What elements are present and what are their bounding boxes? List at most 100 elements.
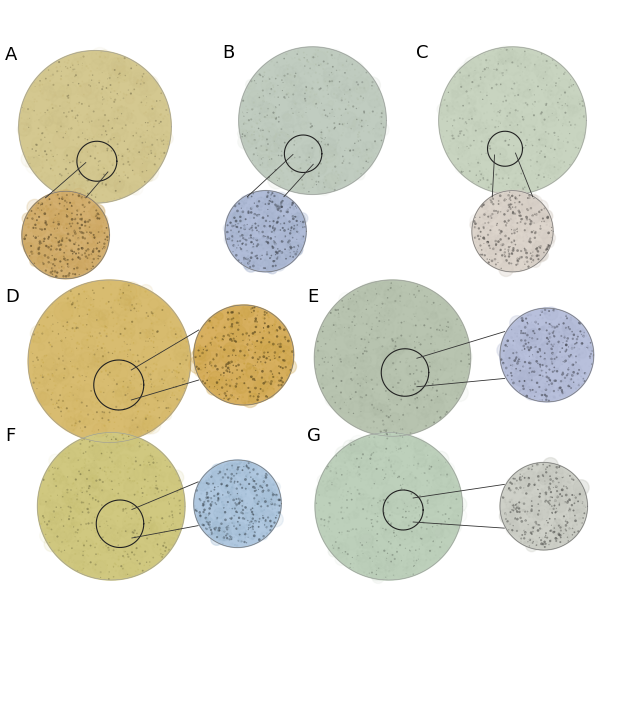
- Point: [449, 481, 459, 493]
- Point: [144, 148, 154, 160]
- Point: [216, 493, 226, 505]
- Point: [535, 148, 545, 159]
- Point: [294, 233, 304, 244]
- Point: [111, 370, 121, 381]
- Circle shape: [64, 146, 78, 160]
- Point: [42, 219, 52, 230]
- Point: [111, 55, 121, 66]
- Circle shape: [86, 217, 101, 232]
- Point: [342, 54, 352, 65]
- Circle shape: [555, 490, 569, 504]
- Point: [84, 498, 94, 510]
- Point: [246, 471, 256, 483]
- Point: [96, 324, 106, 336]
- Point: [104, 346, 114, 358]
- Point: [24, 121, 34, 133]
- Point: [453, 510, 463, 521]
- Point: [235, 462, 245, 474]
- Point: [251, 161, 261, 173]
- Point: [142, 141, 152, 153]
- Point: [416, 538, 426, 550]
- Point: [538, 119, 548, 131]
- Point: [123, 452, 133, 464]
- Point: [311, 347, 321, 359]
- Point: [524, 244, 534, 255]
- Point: [270, 493, 280, 504]
- Point: [333, 378, 343, 389]
- Point: [239, 354, 249, 366]
- Point: [519, 243, 529, 254]
- Point: [339, 491, 349, 502]
- Point: [354, 533, 364, 545]
- Point: [533, 358, 543, 369]
- Point: [151, 530, 161, 541]
- Circle shape: [264, 522, 269, 527]
- Point: [430, 450, 440, 462]
- Point: [506, 103, 516, 114]
- Point: [345, 466, 355, 478]
- Point: [324, 483, 334, 494]
- Point: [133, 435, 143, 447]
- Point: [56, 219, 66, 230]
- Point: [210, 517, 220, 528]
- Point: [534, 473, 544, 484]
- Point: [523, 474, 533, 485]
- Point: [338, 160, 348, 172]
- Circle shape: [209, 371, 222, 386]
- Point: [582, 342, 592, 353]
- Point: [211, 348, 221, 359]
- Circle shape: [158, 152, 164, 158]
- Point: [276, 146, 286, 157]
- Point: [539, 203, 549, 214]
- Point: [102, 234, 112, 246]
- Point: [248, 508, 258, 520]
- Circle shape: [542, 214, 549, 222]
- Point: [371, 550, 381, 562]
- Point: [141, 307, 151, 319]
- Circle shape: [404, 404, 414, 413]
- Point: [56, 370, 66, 381]
- Point: [239, 220, 249, 231]
- Point: [289, 220, 299, 231]
- Point: [64, 513, 74, 525]
- Circle shape: [269, 322, 287, 340]
- Point: [519, 492, 529, 503]
- Point: [102, 73, 112, 84]
- Point: [257, 248, 267, 260]
- Point: [21, 229, 31, 241]
- Point: [221, 324, 231, 335]
- Point: [528, 342, 538, 354]
- Point: [156, 544, 166, 555]
- Point: [84, 100, 94, 111]
- Point: [466, 94, 476, 105]
- Point: [320, 132, 330, 143]
- Point: [450, 367, 460, 378]
- Point: [287, 103, 297, 114]
- Point: [40, 250, 50, 261]
- Point: [127, 369, 138, 381]
- Point: [356, 476, 366, 487]
- Point: [526, 253, 536, 264]
- Point: [246, 391, 256, 402]
- Point: [106, 302, 116, 313]
- Point: [162, 399, 172, 410]
- Point: [54, 65, 64, 77]
- Point: [432, 520, 442, 531]
- Point: [497, 178, 507, 189]
- Point: [516, 232, 526, 244]
- Point: [205, 500, 215, 511]
- Point: [418, 479, 428, 491]
- Point: [292, 222, 302, 234]
- Point: [532, 121, 542, 132]
- Point: [521, 338, 531, 349]
- Point: [229, 382, 239, 393]
- Point: [354, 473, 364, 484]
- Point: [349, 305, 359, 317]
- Point: [227, 532, 237, 544]
- Circle shape: [107, 58, 124, 75]
- Circle shape: [495, 194, 506, 204]
- Point: [434, 330, 444, 342]
- Point: [534, 520, 544, 531]
- Point: [522, 67, 532, 79]
- Point: [314, 161, 324, 173]
